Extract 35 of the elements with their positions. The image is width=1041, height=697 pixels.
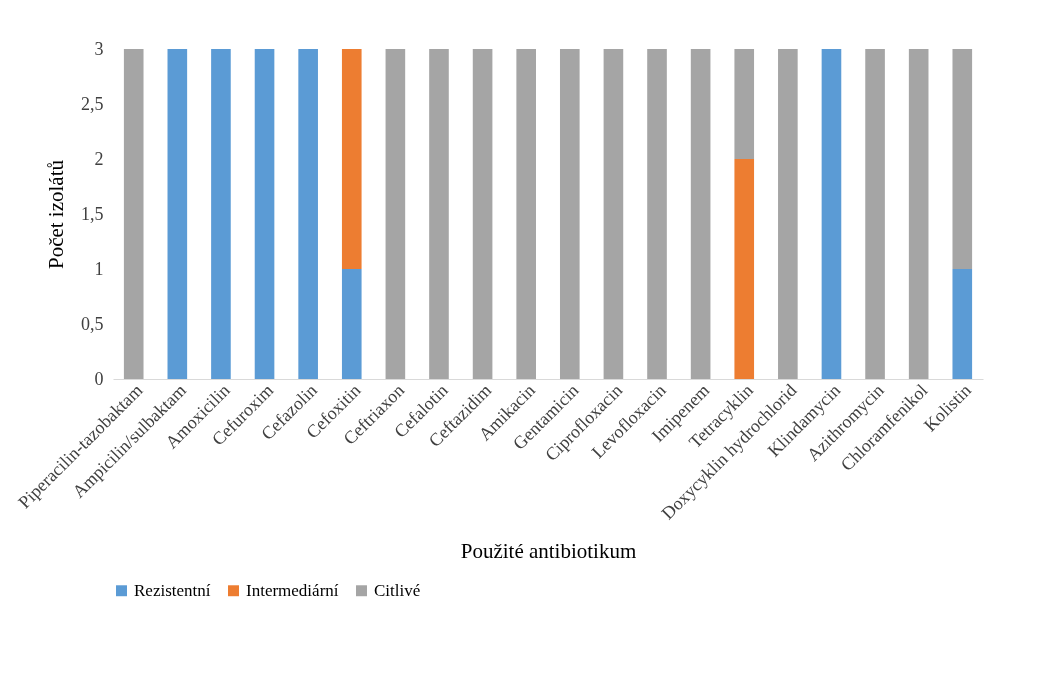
bar xyxy=(690,49,711,379)
bar xyxy=(734,49,755,159)
y-tick-label: 3 xyxy=(94,38,104,59)
bar xyxy=(341,269,362,379)
bar xyxy=(516,49,537,379)
bar xyxy=(865,49,885,379)
bar xyxy=(647,49,667,379)
x-axis-title: Použité antibiotikum xyxy=(460,539,637,564)
legend-label: Intermediární xyxy=(246,580,339,600)
bar xyxy=(908,49,929,379)
bar xyxy=(472,49,493,379)
legend-label: Citlivé xyxy=(374,580,421,600)
bar xyxy=(559,49,580,379)
bar xyxy=(123,49,144,379)
bar xyxy=(778,49,798,379)
bar xyxy=(734,159,755,379)
bar xyxy=(385,49,406,379)
y-tick-label: 0,5 xyxy=(81,313,104,334)
y-tick-label: 0 xyxy=(94,368,104,389)
bar xyxy=(952,49,973,269)
bar xyxy=(167,49,188,379)
bar xyxy=(211,49,231,379)
bar xyxy=(298,49,318,379)
bar xyxy=(254,49,275,379)
bar xyxy=(821,49,842,379)
y-tick-label: 1,5 xyxy=(81,203,104,224)
y-tick-label: 2 xyxy=(94,148,104,169)
y-axis-title: Počet izolátů xyxy=(44,159,68,270)
y-tick-label: 2,5 xyxy=(81,93,104,114)
bar xyxy=(429,49,449,379)
y-tick-label: 1 xyxy=(94,258,104,279)
bar xyxy=(603,49,624,379)
bar xyxy=(952,269,973,379)
legend-label: Rezistentní xyxy=(134,580,211,600)
bar xyxy=(341,49,362,269)
